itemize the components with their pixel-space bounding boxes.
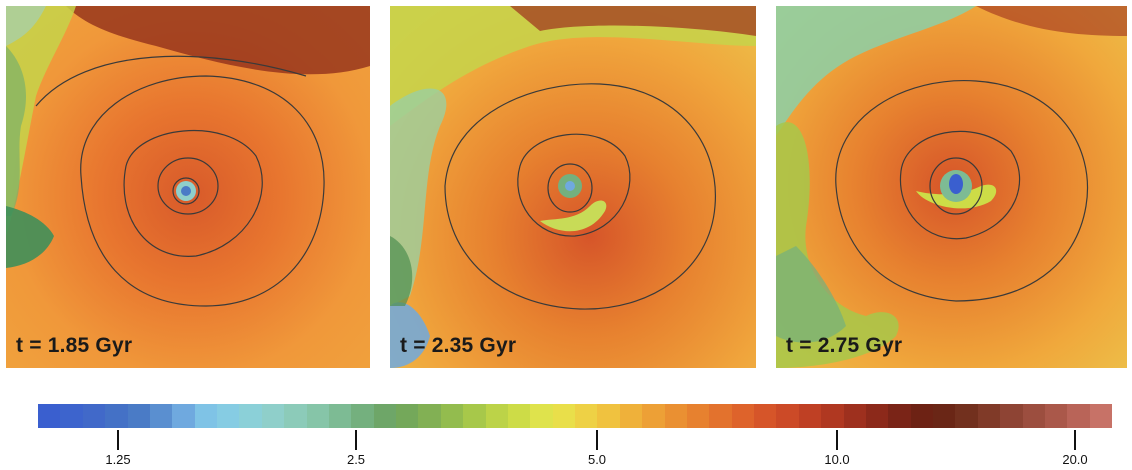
colorbar-swatch <box>1022 404 1045 428</box>
colorbar-swatch <box>552 404 575 428</box>
colorbar-swatch <box>284 404 307 428</box>
colorbar-swatch <box>463 404 486 428</box>
colorbar-swatch <box>440 404 464 428</box>
colorbar-tick-label: 5.0 <box>587 452 607 467</box>
colorbar-swatch <box>351 404 374 428</box>
colorbar-swatch <box>776 404 799 428</box>
colorbar-swatch <box>306 404 329 428</box>
time-label: t = 2.35 Gyr <box>400 334 517 357</box>
simulation-panel-2: t = 2.35 Gyr <box>390 6 756 368</box>
colorbar-swatch <box>1044 404 1068 428</box>
colorbar-swatch <box>396 404 419 428</box>
colorbar-swatch <box>38 404 61 428</box>
colorbar-swatch <box>105 404 128 428</box>
colorbar-swatch <box>485 404 508 428</box>
colorbar-tick <box>355 430 357 450</box>
colorbar-swatch <box>798 404 822 428</box>
colorbar-swatch <box>709 404 732 428</box>
colorbar-swatch <box>418 404 441 428</box>
colorbar-swatch <box>910 404 933 428</box>
colorbar-tick-label: 10.0 <box>824 452 850 467</box>
colorbar-swatch <box>530 404 553 428</box>
colorbar-swatch <box>1067 404 1090 428</box>
colorbar-swatch <box>933 404 956 428</box>
colorbar-tick <box>117 430 119 450</box>
colorbar-swatch <box>328 404 352 428</box>
colorbar-swatch <box>619 404 643 428</box>
temperature-map-2 <box>390 6 756 368</box>
time-label: t = 2.75 Gyr <box>786 334 903 357</box>
colorbar-swatch <box>373 404 396 428</box>
colorbar-tick-label: 20.0 <box>1062 452 1088 467</box>
colorbar-swatch <box>977 404 1001 428</box>
colorbar <box>38 404 1112 428</box>
colorbar-swatch <box>597 404 620 428</box>
simulation-panel-1: t = 1.85 Gyr <box>6 6 370 368</box>
colorbar-swatch <box>60 404 83 428</box>
colorbar-swatch <box>754 404 777 428</box>
colorbar-tick <box>1074 430 1076 450</box>
colorbar-swatch <box>575 404 598 428</box>
colorbar-tick-label: 2.5 <box>346 452 366 467</box>
colorbar-tick-label: 1.25 <box>105 452 131 467</box>
colorbar-swatch <box>172 404 195 428</box>
colorbar-swatch <box>664 404 687 428</box>
colorbar-swatch <box>888 404 911 428</box>
colorbar-swatch <box>127 404 150 428</box>
colorbar-swatch <box>642 404 665 428</box>
colorbar-tick <box>836 430 838 450</box>
colorbar-swatch <box>865 404 889 428</box>
colorbar-swatch <box>955 404 978 428</box>
colorbar-swatch <box>149 404 173 428</box>
colorbar-swatch <box>261 404 285 428</box>
time-label: t = 1.85 Gyr <box>16 334 133 357</box>
colorbar-tick <box>596 430 598 450</box>
colorbar-swatch <box>821 404 844 428</box>
colorbar-swatch <box>239 404 262 428</box>
colorbar-swatch <box>194 404 217 428</box>
colorbar-swatch <box>731 404 754 428</box>
temperature-map-3 <box>776 6 1127 368</box>
colorbar-swatch <box>686 404 710 428</box>
colorbar-swatch <box>82 404 106 428</box>
simulation-panel-3: t = 2.75 Gyr <box>776 6 1127 368</box>
colorbar-swatch <box>1000 404 1023 428</box>
colorbar-swatch <box>507 404 531 428</box>
colorbar-swatch <box>1089 404 1112 428</box>
temperature-map-1 <box>6 6 370 368</box>
colorbar-swatch <box>217 404 240 428</box>
colorbar-swatch <box>843 404 866 428</box>
